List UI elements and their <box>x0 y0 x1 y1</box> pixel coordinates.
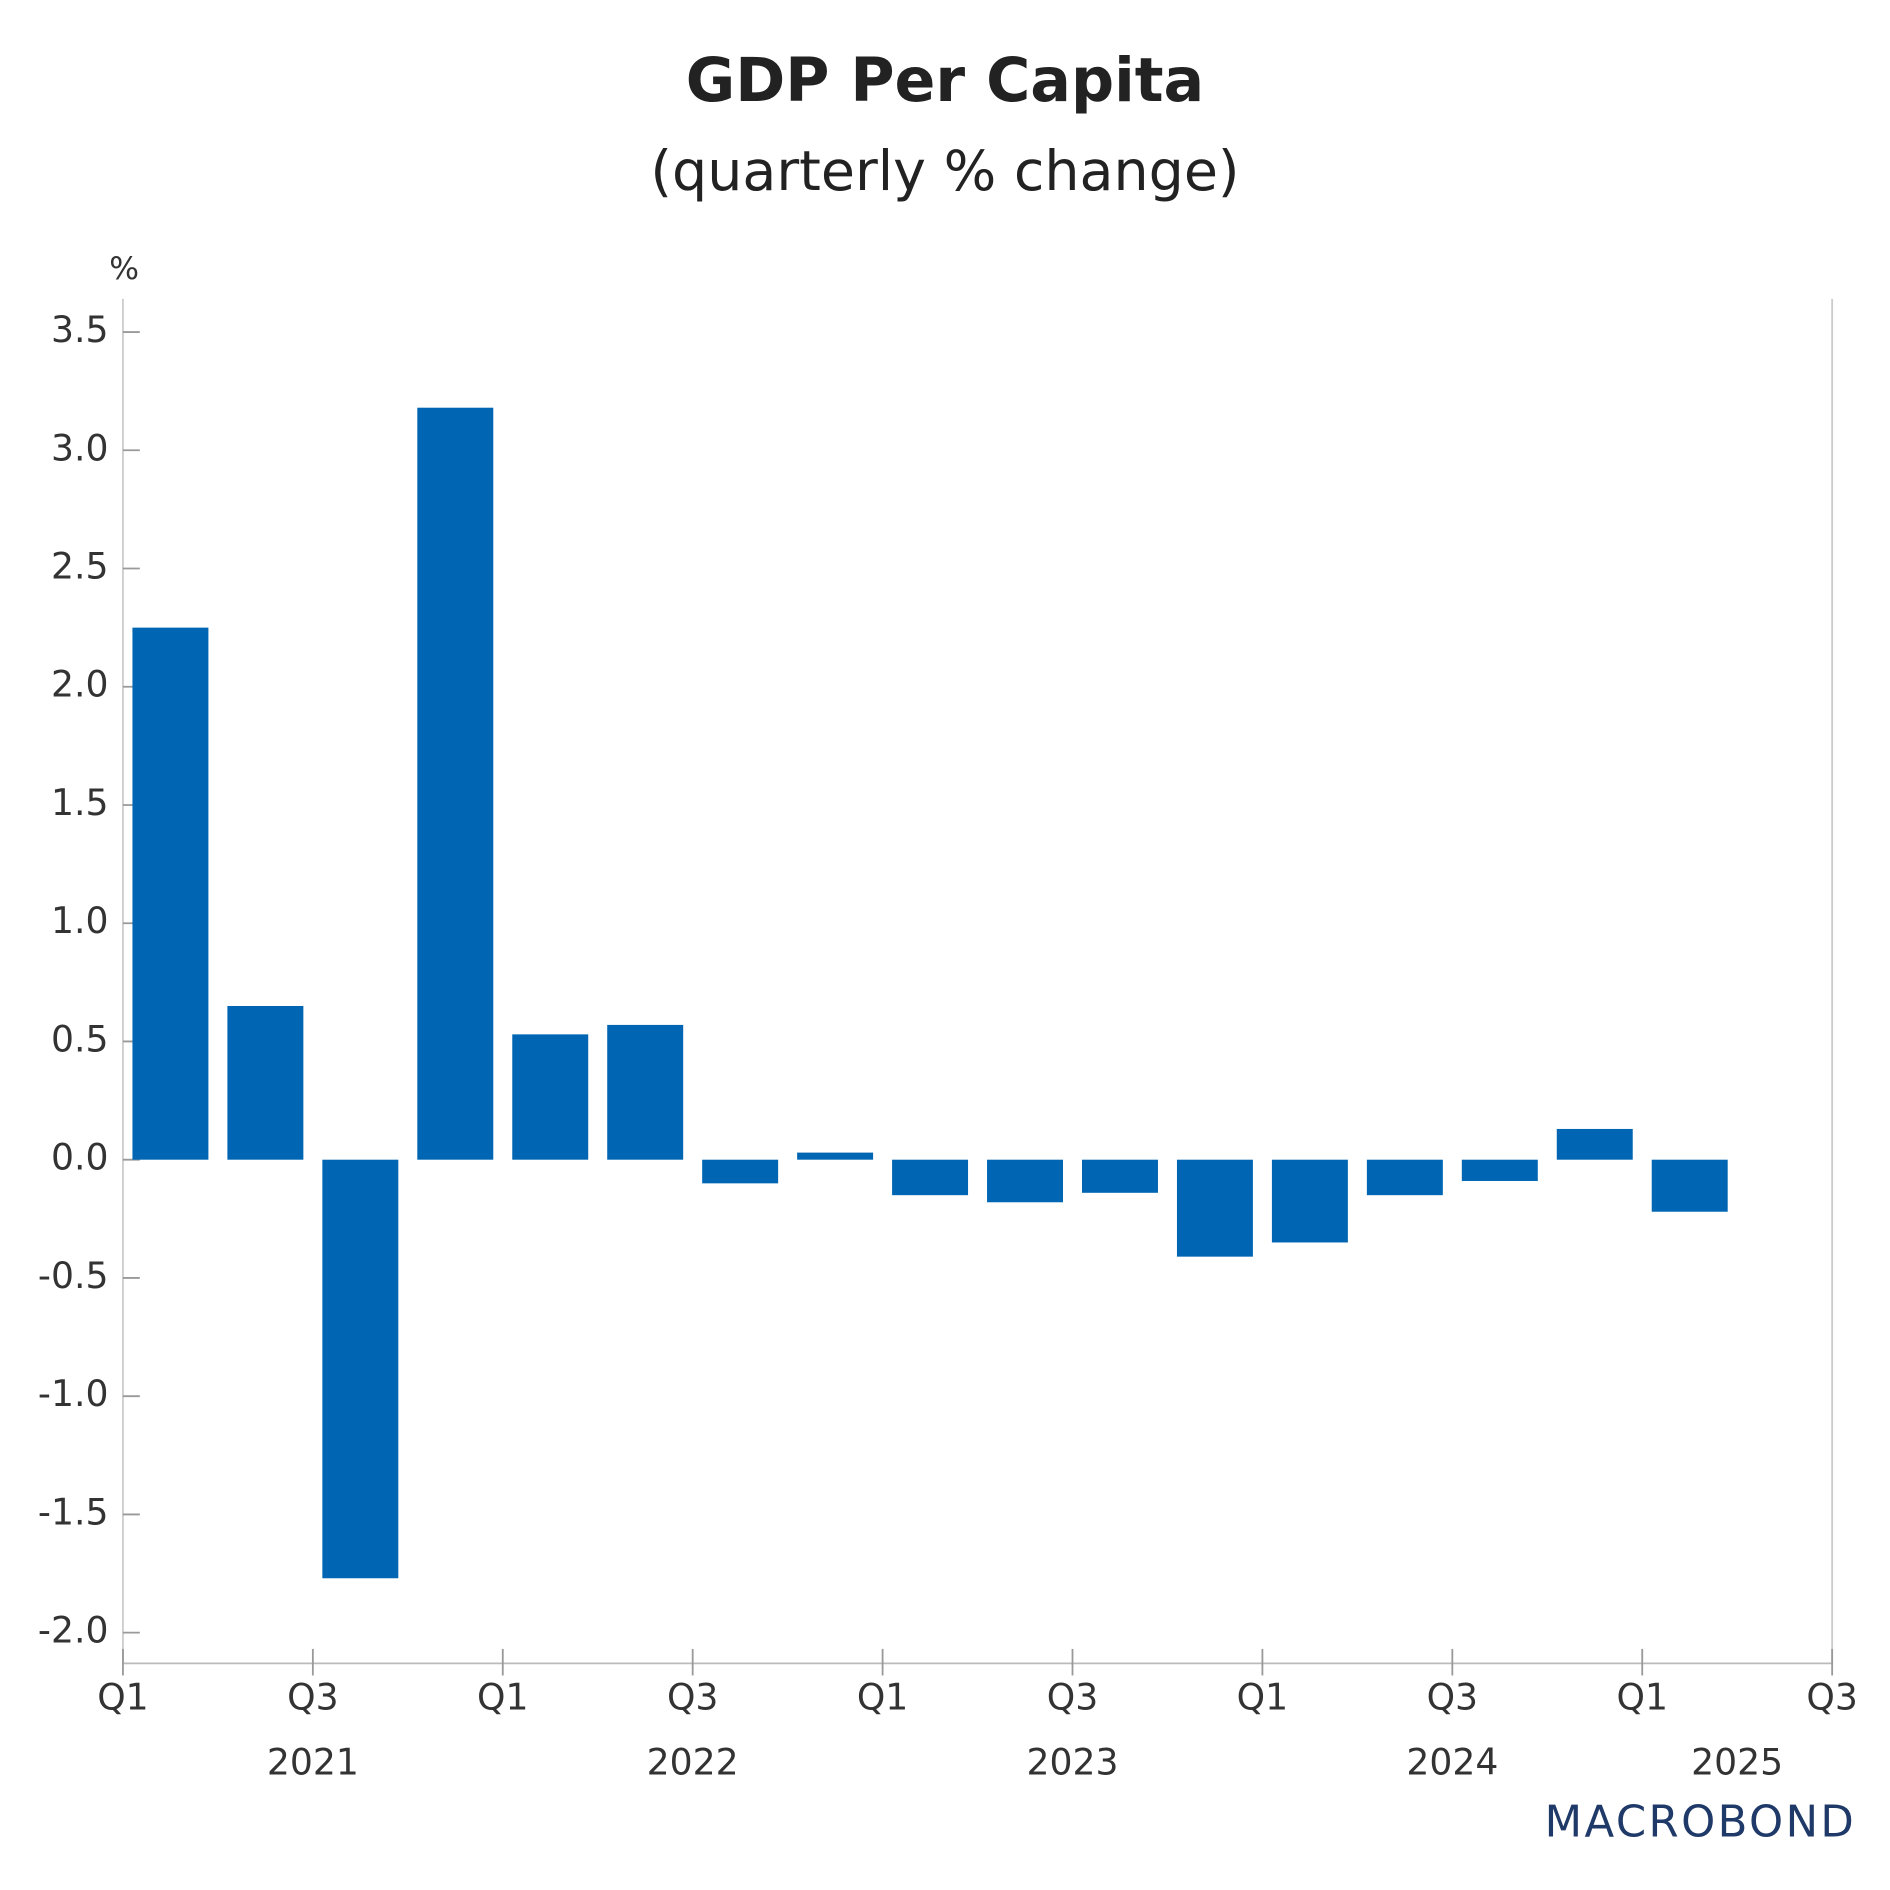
x-tick-label: Q1 <box>857 1676 908 1719</box>
y-tick-label: -2.0 <box>38 1609 109 1652</box>
y-tick-label: -1.5 <box>38 1490 109 1533</box>
x-tick-label: Q3 <box>667 1676 718 1719</box>
bar <box>1651 1159 1728 1212</box>
y-tick-label: 1.5 <box>51 781 109 824</box>
bar <box>1556 1128 1633 1160</box>
bar <box>1176 1159 1253 1257</box>
year-label: 2025 <box>1691 1741 1783 1784</box>
chart-title: GDP Per Capita <box>686 46 1204 116</box>
y-unit: % <box>109 251 139 287</box>
bar <box>797 1152 874 1160</box>
x-tick-label: Q1 <box>1616 1676 1667 1719</box>
year-label: 2024 <box>1406 1741 1498 1784</box>
bar <box>322 1159 399 1579</box>
year-label: 2022 <box>647 1741 739 1784</box>
y-tick-label: -1.0 <box>38 1372 109 1415</box>
bar <box>1271 1159 1348 1243</box>
x-tick-label: Q1 <box>97 1676 148 1719</box>
bar <box>417 407 494 1160</box>
x-tick-label: Q3 <box>1047 1676 1098 1719</box>
x-tick-label: Q1 <box>477 1676 528 1719</box>
bar <box>512 1034 589 1160</box>
x-tick-label: Q3 <box>1427 1676 1478 1719</box>
y-tick-label: 2.5 <box>51 545 109 588</box>
x-tick-label: Q3 <box>287 1676 338 1719</box>
bar <box>607 1024 684 1160</box>
bar <box>132 627 209 1160</box>
y-tick-label: 0.5 <box>51 1017 109 1060</box>
bar <box>227 1005 304 1160</box>
year-label: 2021 <box>267 1741 359 1784</box>
bar <box>702 1159 779 1184</box>
bar <box>1366 1159 1443 1196</box>
y-tick-label: 3.5 <box>51 308 109 351</box>
y-tick-label: 3.0 <box>51 426 109 469</box>
chart-subtitle: (quarterly % change) <box>650 140 1239 204</box>
bar <box>1081 1159 1158 1193</box>
bar <box>1461 1159 1538 1181</box>
y-tick-label: 2.0 <box>51 663 109 706</box>
source-logo: MACROBOND <box>1545 1797 1857 1847</box>
year-label: 2023 <box>1026 1741 1118 1784</box>
x-tick-label: Q1 <box>1237 1676 1288 1719</box>
y-tick-label: 1.0 <box>51 899 109 942</box>
bar <box>987 1159 1064 1203</box>
x-tick-label: Q3 <box>1806 1676 1857 1719</box>
y-tick-label: 0.0 <box>51 1136 109 1179</box>
bar <box>892 1159 969 1196</box>
y-tick-label: -0.5 <box>38 1254 109 1297</box>
